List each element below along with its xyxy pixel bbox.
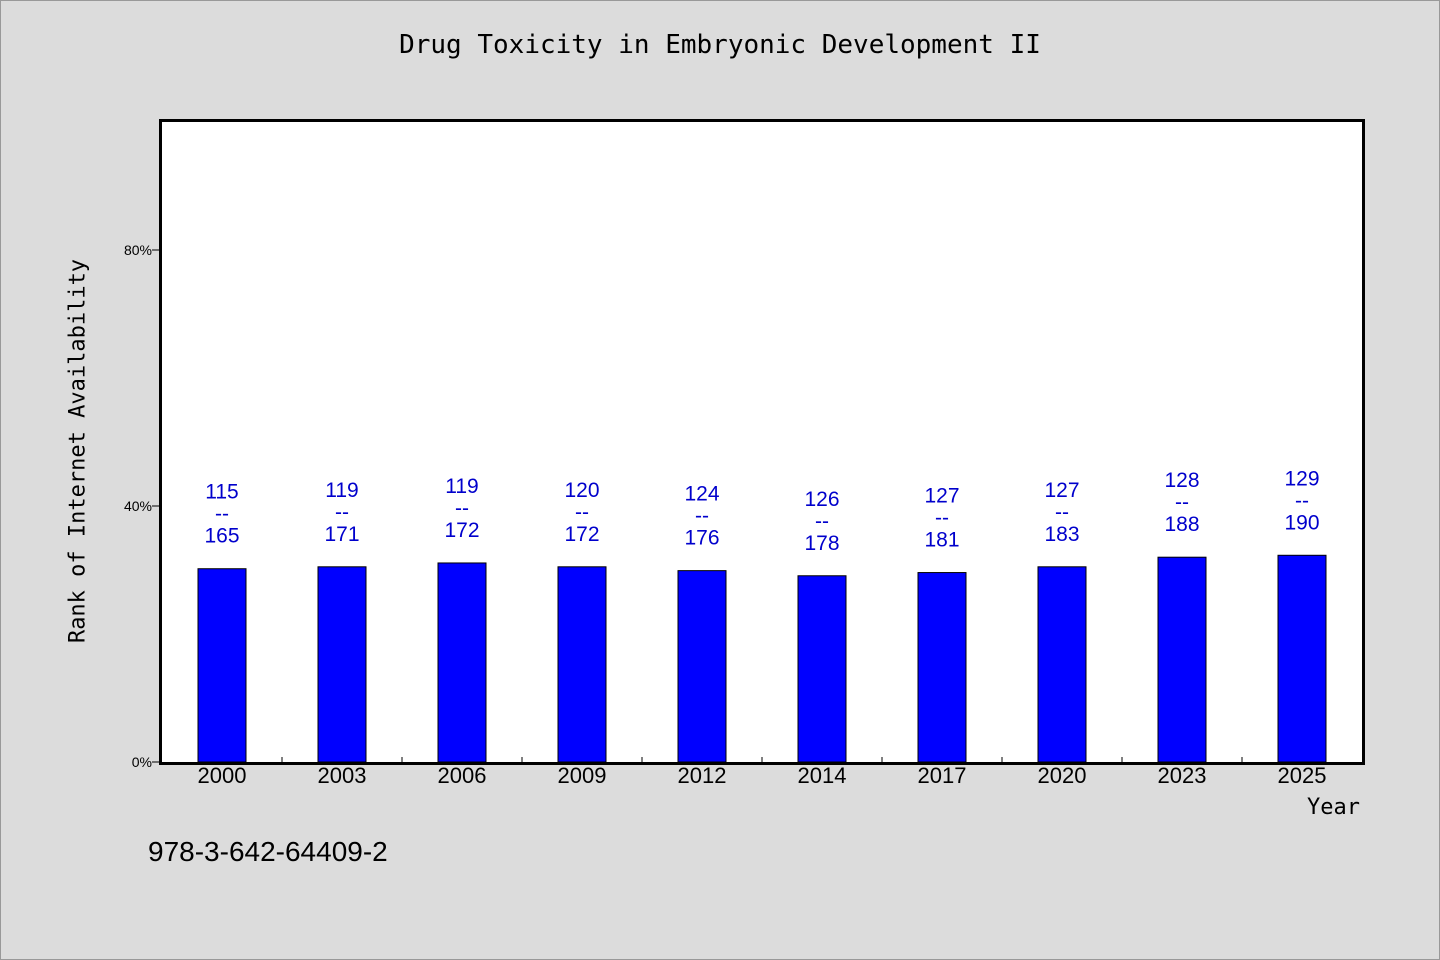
- data-label-separator: --: [815, 510, 829, 533]
- data-label-top: 126: [804, 488, 839, 511]
- data-label-top: 129: [1284, 467, 1319, 490]
- data-label-separator: --: [215, 503, 229, 526]
- bar: [797, 575, 847, 762]
- bar-chart: 115--165119--171119--172120--172124--176…: [197, 467, 1327, 762]
- data-label-bottom: 178: [804, 532, 839, 555]
- data-label-top: 128: [1164, 469, 1199, 492]
- data-label-bottom: 190: [1284, 511, 1319, 534]
- data-label-separator: --: [695, 505, 709, 528]
- data-label-top: 115: [205, 481, 238, 504]
- data-label-separator: --: [1175, 491, 1189, 514]
- data-label-top: 119: [325, 479, 358, 502]
- bar: [317, 566, 367, 762]
- data-label-top: 127: [1044, 479, 1079, 502]
- bar: [917, 572, 967, 762]
- bar: [197, 568, 247, 762]
- data-label-bottom: 171: [324, 523, 359, 546]
- data-label-bottom: 172: [444, 519, 479, 542]
- isbn-annotation: 978-3-642-64409-2: [148, 836, 388, 867]
- data-label-separator: --: [935, 507, 949, 530]
- data-label-separator: --: [575, 501, 589, 524]
- data-label-separator: --: [455, 497, 469, 520]
- data-label-bottom: 172: [564, 523, 599, 546]
- data-label-bottom: 188: [1164, 513, 1199, 536]
- data-label-bottom: 183: [1044, 523, 1079, 546]
- data-label-top: 120: [564, 479, 599, 502]
- plot-area: 115 -- 165 119 -- 171 119 -- 172 120 -- 172 124 -- 176…: [159, 119, 1365, 765]
- data-label-separator: --: [1055, 501, 1069, 524]
- data-label-bottom: 165: [204, 525, 239, 548]
- data-label-top: 119: [445, 475, 478, 498]
- bar: [1037, 566, 1087, 762]
- bar: [437, 562, 487, 762]
- chart-title: Drug Toxicity in Embryonic Development I…: [399, 30, 1041, 60]
- data-label-separator: --: [1295, 489, 1309, 512]
- data-label-bottom: 181: [924, 529, 959, 552]
- data-label-bottom: 176: [684, 527, 719, 550]
- data-label-separator: --: [335, 501, 349, 524]
- x-axis-label: Year: [1307, 795, 1360, 820]
- data-label-top: 127: [924, 485, 959, 508]
- y-axis-label: Rank of Internet Availability: [65, 258, 91, 644]
- data-label-top: 124: [684, 483, 719, 506]
- bar: [1277, 554, 1327, 762]
- bar: [677, 570, 727, 762]
- bar: [1157, 556, 1207, 762]
- bar: [557, 566, 607, 762]
